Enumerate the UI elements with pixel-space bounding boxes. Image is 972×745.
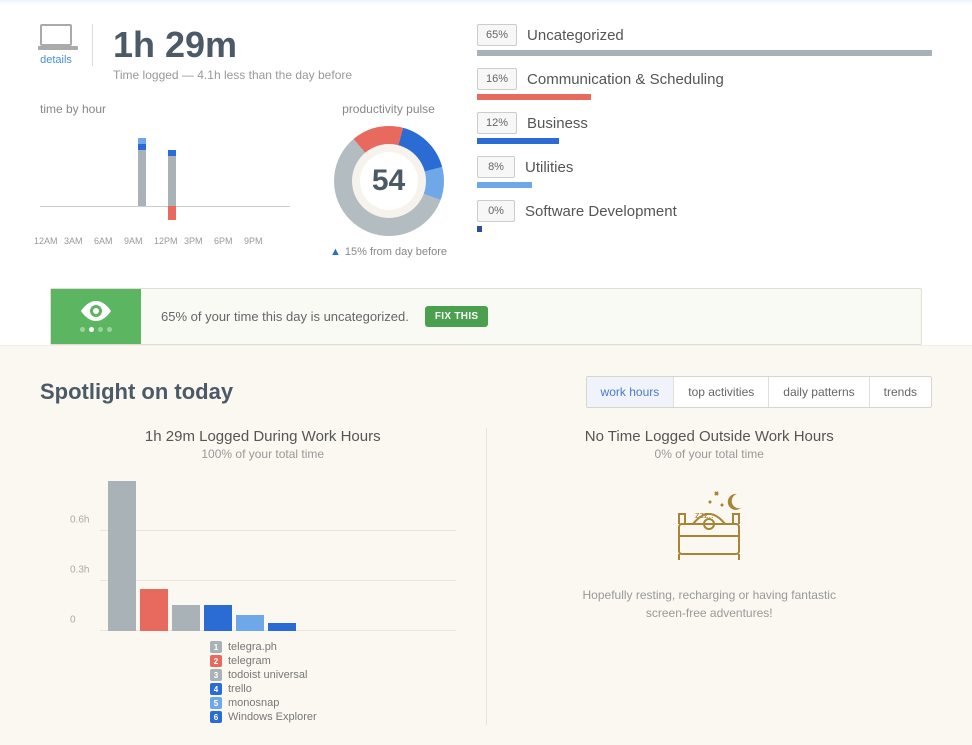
- categories-list: 65% Uncategorized 16% Communication & Sched…: [477, 24, 932, 232]
- activity-bar: [140, 589, 168, 631]
- alert-text: 65% of your time this day is uncategoriz…: [161, 309, 409, 324]
- alert-pagination-dots: [80, 327, 112, 332]
- category-row[interactable]: 8% Utilities: [477, 156, 932, 188]
- spotlight-title: Spotlight on today: [40, 379, 233, 405]
- legend-item: 4trello: [210, 683, 486, 695]
- tab-work-hours[interactable]: work hours: [587, 377, 674, 407]
- category-name: Uncategorized: [527, 27, 624, 44]
- category-row[interactable]: 0% Software Development: [477, 200, 932, 232]
- outside-hours-title: No Time Logged Outside Work Hours: [487, 428, 933, 445]
- tab-top-activities[interactable]: top activities: [673, 377, 768, 407]
- spotlight-tabs: work hourstop activitiesdaily patternstr…: [586, 376, 932, 408]
- activity-bar: [236, 615, 264, 631]
- legend-item: 2telegram: [210, 655, 486, 667]
- legend-item: 5monosnap: [210, 697, 486, 709]
- sleep-illustration: zzz..: [659, 486, 759, 566]
- category-bar: [477, 226, 482, 232]
- category-row[interactable]: 12% Business: [477, 112, 932, 144]
- work-hours-title: 1h 29m Logged During Work Hours: [40, 428, 486, 445]
- pulse-change: ▲15% from day before: [330, 246, 447, 258]
- laptop-icon: [40, 24, 72, 46]
- time-by-hour-chart: 12AM3AM6AM9AM12PM3PM6PM9PM: [40, 126, 290, 246]
- category-percent: 16%: [477, 68, 517, 90]
- outside-hours-sub: 0% of your total time: [487, 447, 933, 461]
- category-name: Communication & Scheduling: [527, 71, 724, 88]
- alert-banner: 65% of your time this day is uncategoriz…: [50, 288, 922, 345]
- hour-chart-label: time by hour: [40, 102, 290, 116]
- pulse-label: productivity pulse: [330, 102, 447, 116]
- legend-item: 6Windows Explorer: [210, 711, 486, 723]
- details-link[interactable]: details: [40, 54, 72, 66]
- category-percent: 65%: [477, 24, 517, 46]
- category-percent: 8%: [477, 156, 515, 178]
- time-logged-value: 1h 29m: [113, 24, 352, 66]
- legend-item: 1telegra.ph: [210, 641, 486, 653]
- activity-legend: 1telegra.ph 2telegram 3todoist universal 4t…: [210, 641, 486, 723]
- tab-trends[interactable]: trends: [869, 377, 931, 407]
- pulse-score: 54: [360, 152, 418, 210]
- category-row[interactable]: 16% Communication & Scheduling: [477, 68, 932, 100]
- category-percent: 12%: [477, 112, 517, 134]
- category-bar: [477, 94, 591, 100]
- category-name: Business: [527, 115, 588, 132]
- eye-icon: [79, 301, 113, 321]
- legend-item: 3todoist universal: [210, 669, 486, 681]
- category-percent: 0%: [477, 200, 515, 222]
- category-name: Utilities: [525, 159, 573, 176]
- work-hours-sub: 100% of your total time: [40, 447, 486, 461]
- activity-bar: [268, 623, 296, 631]
- tab-daily-patterns[interactable]: daily patterns: [768, 377, 868, 407]
- category-row[interactable]: 65% Uncategorized: [477, 24, 932, 56]
- work-hours-bar-chart: 00.3h0.6h: [70, 481, 456, 631]
- category-bar: [477, 50, 932, 56]
- arrow-up-icon: ▲: [330, 246, 341, 258]
- productivity-pulse-donut: 54: [334, 126, 444, 236]
- fix-this-button[interactable]: FIX THIS: [425, 306, 489, 327]
- activity-bar: [204, 605, 232, 631]
- category-name: Software Development: [525, 203, 677, 220]
- category-bar: [477, 138, 559, 144]
- outside-hours-text: Hopefully resting, recharging or having …: [487, 586, 933, 622]
- category-bar: [477, 182, 532, 188]
- activity-bar: [108, 481, 136, 631]
- time-logged-subtitle: Time logged — 4.1h less than the day bef…: [113, 68, 352, 82]
- activity-bar: [172, 605, 200, 631]
